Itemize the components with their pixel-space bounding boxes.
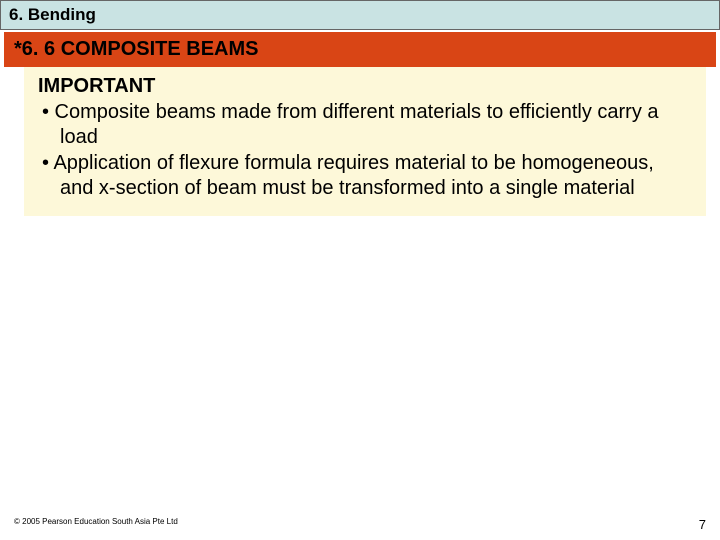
important-label: IMPORTANT: [38, 75, 692, 98]
bullet-list: • Composite beams made from different ma…: [38, 100, 692, 201]
chapter-header-bar: 6. Bending: [0, 0, 720, 30]
page-number: 7: [699, 517, 706, 532]
bullet-item: • Application of flexure formula require…: [42, 151, 692, 201]
bullet-item: • Composite beams made from different ma…: [42, 100, 692, 150]
section-title: *6. 6 COMPOSITE BEAMS: [14, 38, 706, 61]
copyright-text: © 2005 Pearson Education South Asia Pte …: [14, 517, 178, 532]
content-box: IMPORTANT • Composite beams made from di…: [24, 67, 706, 216]
section-header-bar: *6. 6 COMPOSITE BEAMS: [4, 32, 716, 67]
chapter-title: 6. Bending: [9, 5, 711, 25]
footer: © 2005 Pearson Education South Asia Pte …: [0, 517, 720, 532]
